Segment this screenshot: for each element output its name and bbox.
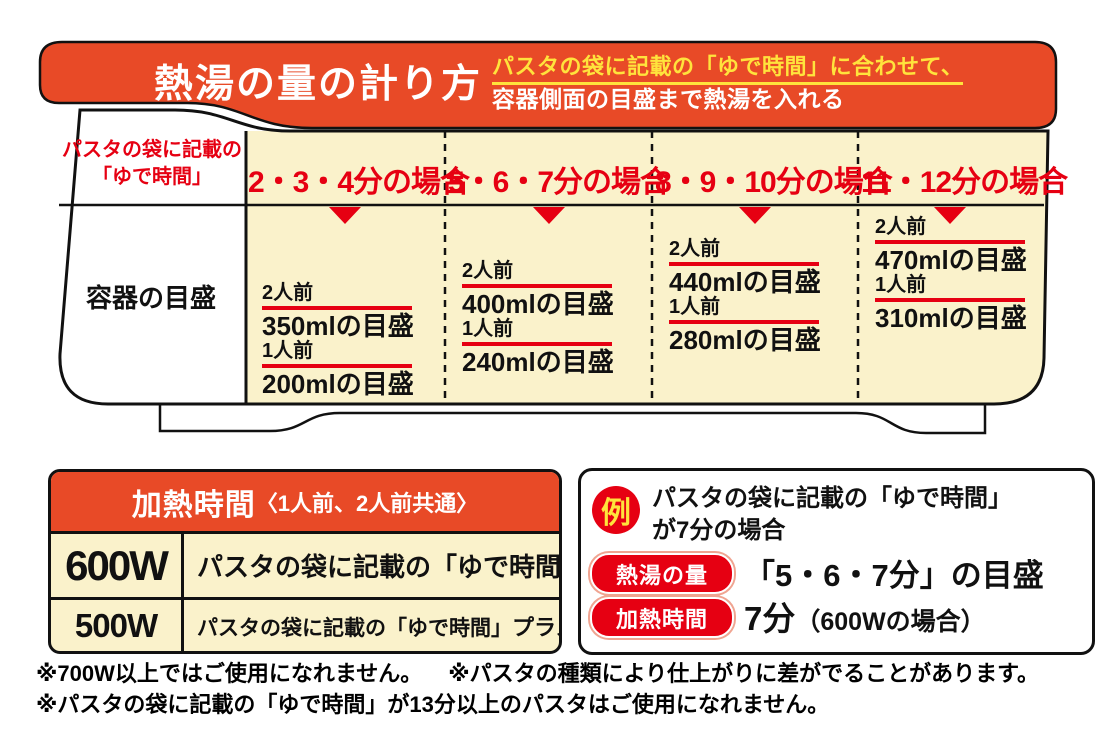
gauge-line	[462, 284, 612, 288]
example-label-heating-time: 加熱時間	[590, 597, 734, 638]
footer-note-pasta-type: ※パスタの種類により仕上がりに差がでることがあります。	[448, 661, 1039, 686]
gauge-entry: 1人前 200mlの目盛	[262, 341, 452, 397]
serving-label: 2人前	[875, 216, 927, 238]
table-cream-area	[246, 131, 1048, 404]
gauge-entry: 1人前 240mlの目盛	[462, 319, 652, 375]
banner-subtitle-rest: 容器側面の目盛まで熱湯を入れる	[492, 86, 845, 112]
column-header-8-9-10: 8・9・10分の場合	[655, 166, 893, 199]
gauge-value: 440mlの目盛	[669, 267, 821, 297]
panel-title: 熱湯の量の計り方	[153, 63, 482, 106]
title-banner-shape	[38, 40, 1058, 130]
example-label-water-amount: 熱湯の量	[590, 553, 734, 594]
gauge-line	[262, 306, 412, 310]
banner-subtitle-highlight: パスタの袋に記載の「ゆで時間」に合わせて、	[492, 49, 964, 85]
footer-notes-line2: ※パスタの袋に記載の「ゆで時間」が13分以上のパスタはご使用になれません。	[36, 687, 829, 719]
serving-label: 1人前	[262, 340, 314, 362]
row-header-line2: 「ゆで時間」	[92, 166, 212, 188]
example-value-water-amount: 「5・6・7分」の目盛	[744, 558, 1044, 593]
serving-label: 2人前	[669, 238, 721, 260]
gauge-line	[669, 320, 819, 324]
footer-note-700w: ※700W以上ではご使用になれません。	[36, 661, 423, 686]
footer-notes-line1: ※700W以上ではご使用になれません。 ※パスタの種類により仕上がりに差がでるこ…	[36, 656, 1039, 688]
gauge-value: 200mlの目盛	[262, 369, 414, 399]
example-intro-line2: が7分の場合	[652, 516, 786, 544]
pointer-triangle-icon	[934, 207, 966, 224]
gauge-value: 350mlの目盛	[262, 311, 414, 341]
gauge-entry: 1人前 280mlの目盛	[669, 297, 859, 353]
container-base	[158, 404, 987, 435]
gauge-value: 310mlの目盛	[875, 303, 1027, 333]
gauge-entry: 2人前 440mlの目盛	[669, 239, 859, 295]
example-intro: パスタの袋に記載の「ゆで時間」 が7分の場合	[652, 483, 1012, 546]
gauge-value: 280mlの目盛	[669, 325, 821, 355]
column-header-2-3-4: 2・3・4分の場合	[248, 166, 470, 199]
gauge-entry: 2人前 470mlの目盛	[875, 217, 1065, 273]
heating-row-500w: 500W パスタの袋に記載の「ゆで時間」プラス1分	[51, 600, 559, 651]
column-header-11-12: 11・12分の場合	[861, 166, 1068, 199]
wattage-label: 600W	[51, 534, 184, 597]
container-outline	[58, 108, 1050, 406]
serving-label: 1人前	[875, 274, 927, 296]
heating-time-header: 加熱時間 〈1人前、2人前共通〉	[51, 472, 559, 534]
gauge-line	[462, 342, 612, 346]
column-header-5-6-7: 5・6・7分の場合	[448, 166, 670, 199]
serving-label: 2人前	[462, 260, 514, 282]
body-row-label-gauge: 容器の目盛	[85, 283, 216, 313]
gauge-value: 240mlの目盛	[462, 347, 614, 377]
gauge-entry: 2人前 400mlの目盛	[462, 261, 652, 317]
footer-note-13min: ※パスタの袋に記載の「ゆで時間」が13分以上のパスタはご使用になれません。	[36, 692, 830, 717]
serving-label: 1人前	[462, 318, 514, 340]
gauge-entry: 2人前 350mlの目盛	[262, 283, 452, 339]
gauge-entry: 1人前 310mlの目盛	[875, 275, 1065, 331]
heating-title-sub: 〈1人前、2人前共通〉	[255, 490, 479, 516]
serving-label: 1人前	[669, 296, 721, 318]
heating-desc: パスタの袋に記載の「ゆで時間」プラス1分	[184, 610, 559, 642]
heating-desc: パスタの袋に記載の「ゆで時間」	[197, 552, 562, 582]
row-header-line1: パスタの袋に記載の	[62, 139, 242, 161]
gauge-line	[669, 262, 819, 266]
pointer-triangle-icon	[739, 207, 771, 224]
gauge-value: 400mlの目盛	[462, 289, 614, 319]
example-heating-condition: （600Wの場合）	[795, 608, 986, 636]
wattage-label: 500W	[51, 600, 184, 651]
gauge-line	[875, 240, 1025, 244]
pointer-triangle-icon	[329, 207, 361, 224]
heating-desc-text: パスタの袋に記載の「ゆで時間」	[197, 616, 512, 640]
example-heating-minutes: 7分	[744, 600, 796, 637]
heating-desc-bold: プラス1分	[512, 614, 559, 640]
gauge-line	[875, 298, 1025, 302]
example-badge-icon: 例	[592, 486, 640, 534]
pointer-triangle-icon	[533, 207, 565, 224]
row-header-boil-time: パスタの袋に記載の 「ゆで時間」	[59, 137, 245, 191]
heating-row-600w: 600W パスタの袋に記載の「ゆで時間」	[51, 534, 559, 600]
serving-label: 2人前	[262, 282, 314, 304]
gauge-line	[262, 364, 412, 368]
heating-title: 加熱時間	[131, 488, 256, 522]
example-value-heating-time: 7分（600Wの場合）	[744, 592, 986, 640]
heating-time-box: 加熱時間 〈1人前、2人前共通〉 600W パスタの袋に記載の「ゆで時間」 50…	[48, 469, 562, 654]
example-intro-line1: パスタの袋に記載の「ゆで時間」	[652, 485, 1012, 512]
gauge-value: 470mlの目盛	[875, 245, 1027, 275]
